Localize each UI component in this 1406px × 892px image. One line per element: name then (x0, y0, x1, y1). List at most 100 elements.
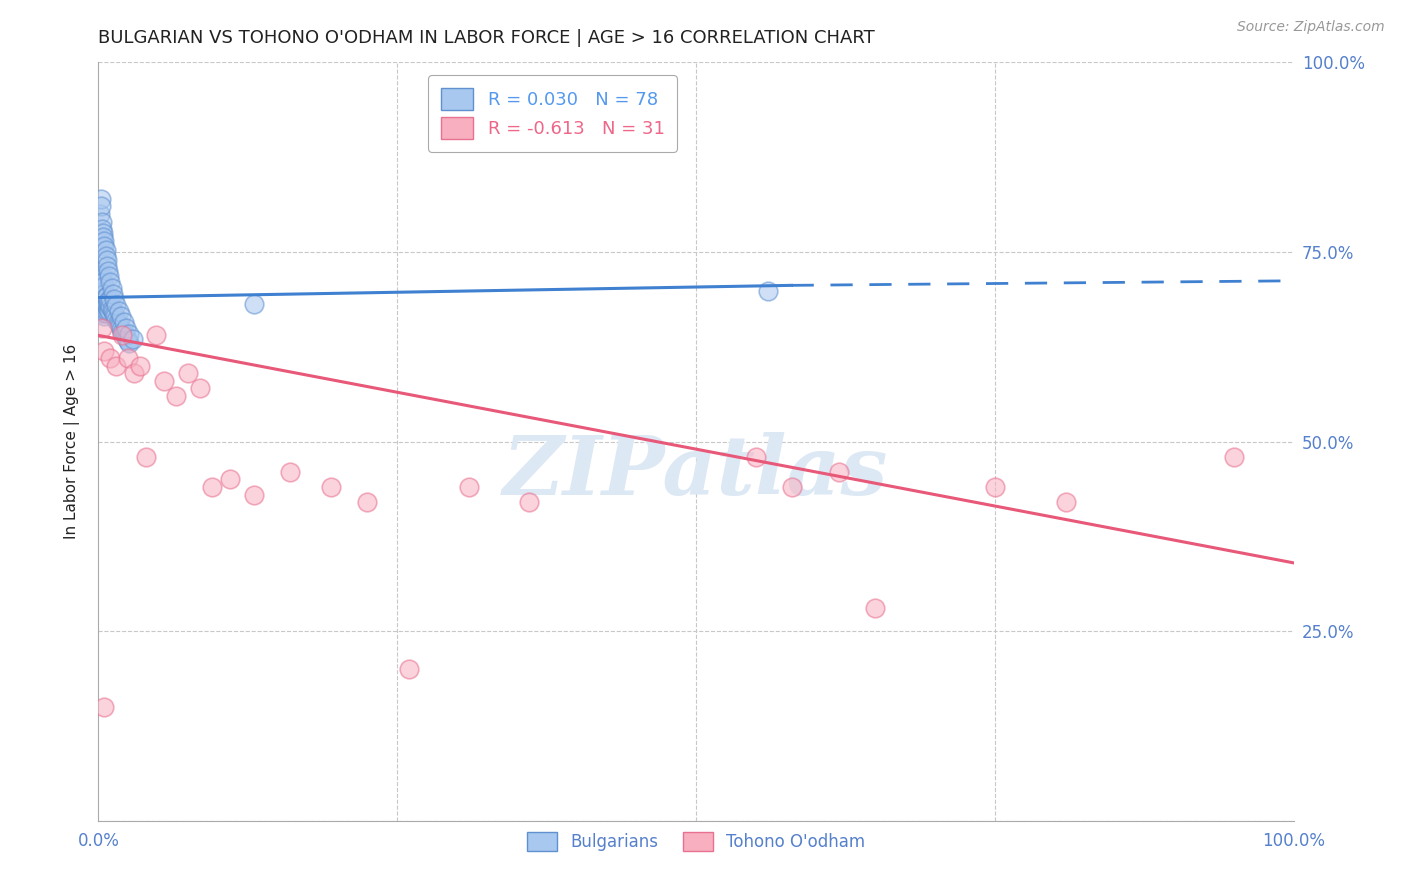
Point (91, 298, 114, 312)
Point (98, 269, 121, 284)
Point (97, 264, 120, 278)
Point (115, 320, 138, 334)
Point (107, 317, 129, 331)
Point (1056, 495, 1078, 509)
Point (103, 292, 125, 306)
Point (177, 366, 200, 380)
Point (115, 332, 138, 346)
Point (756, 285, 779, 299)
Point (458, 480, 481, 494)
Point (93, 239, 115, 253)
Point (356, 495, 378, 509)
Point (110, 322, 132, 336)
Point (104, 310, 127, 324)
Point (91, 214, 114, 228)
Point (97, 301, 120, 316)
Point (129, 359, 152, 373)
Point (93, 301, 115, 316)
Point (96, 289, 118, 303)
Point (865, 601, 887, 615)
Point (201, 480, 224, 494)
Point (135, 450, 157, 464)
Point (93, 699, 115, 714)
Point (91, 226, 114, 240)
Point (105, 298, 128, 312)
Point (91, 291, 114, 305)
Point (117, 334, 139, 349)
Point (145, 328, 167, 343)
Point (243, 487, 266, 501)
Point (96, 259, 118, 273)
Point (91, 305, 114, 319)
Point (89, 275, 111, 289)
Point (111, 325, 134, 339)
Point (105, 313, 128, 327)
Point (91, 320, 114, 334)
Point (90, 271, 112, 285)
Point (118, 326, 141, 341)
Point (96, 296, 118, 310)
Point (188, 382, 211, 396)
Point (165, 389, 187, 403)
Point (91, 283, 114, 297)
Point (93, 279, 115, 293)
Point (89, 283, 111, 297)
Point (91, 305, 114, 319)
Point (107, 315, 129, 329)
Point (94, 298, 117, 312)
Point (219, 473, 242, 487)
Point (112, 315, 135, 329)
Point (96, 252, 118, 267)
Point (100, 281, 122, 295)
Point (153, 374, 176, 388)
Point (98, 304, 121, 318)
Point (93, 294, 115, 309)
Point (117, 351, 139, 366)
Point (93, 234, 115, 248)
Point (91, 298, 114, 312)
Point (97, 294, 120, 309)
Point (98, 275, 122, 289)
Point (103, 307, 125, 321)
Point (98, 292, 122, 306)
Point (101, 286, 124, 301)
Point (100, 301, 122, 316)
Point (108, 319, 131, 334)
Point (118, 335, 141, 350)
Point (93, 286, 115, 301)
Point (91, 268, 114, 282)
Y-axis label: In Labor Force | Age > 16: In Labor Force | Age > 16 (63, 344, 80, 539)
Legend: Bulgarians, Tohono O'odham: Bulgarians, Tohono O'odham (520, 826, 872, 858)
Point (114, 328, 136, 343)
Point (111, 328, 134, 343)
Point (89, 207, 111, 221)
Point (93, 343, 115, 358)
Point (91, 286, 114, 301)
Point (105, 359, 128, 373)
Point (98, 351, 122, 366)
Point (94, 249, 117, 263)
Point (321, 480, 343, 494)
Point (398, 662, 420, 676)
Point (91, 229, 114, 244)
Point (90, 283, 112, 297)
Point (107, 304, 129, 318)
Point (89, 268, 111, 282)
Point (91, 222, 114, 236)
Point (91, 275, 114, 289)
Point (243, 296, 266, 310)
Point (91, 275, 114, 289)
Point (828, 465, 851, 479)
Point (94, 305, 117, 319)
Point (98, 300, 122, 314)
Point (780, 480, 803, 494)
Point (1223, 450, 1246, 464)
Point (517, 495, 540, 509)
Text: Source: ZipAtlas.com: Source: ZipAtlas.com (1237, 20, 1385, 34)
Point (110, 310, 132, 324)
Point (278, 465, 301, 479)
Point (93, 310, 115, 324)
Point (115, 330, 138, 344)
Point (90, 298, 112, 312)
Point (112, 326, 135, 341)
